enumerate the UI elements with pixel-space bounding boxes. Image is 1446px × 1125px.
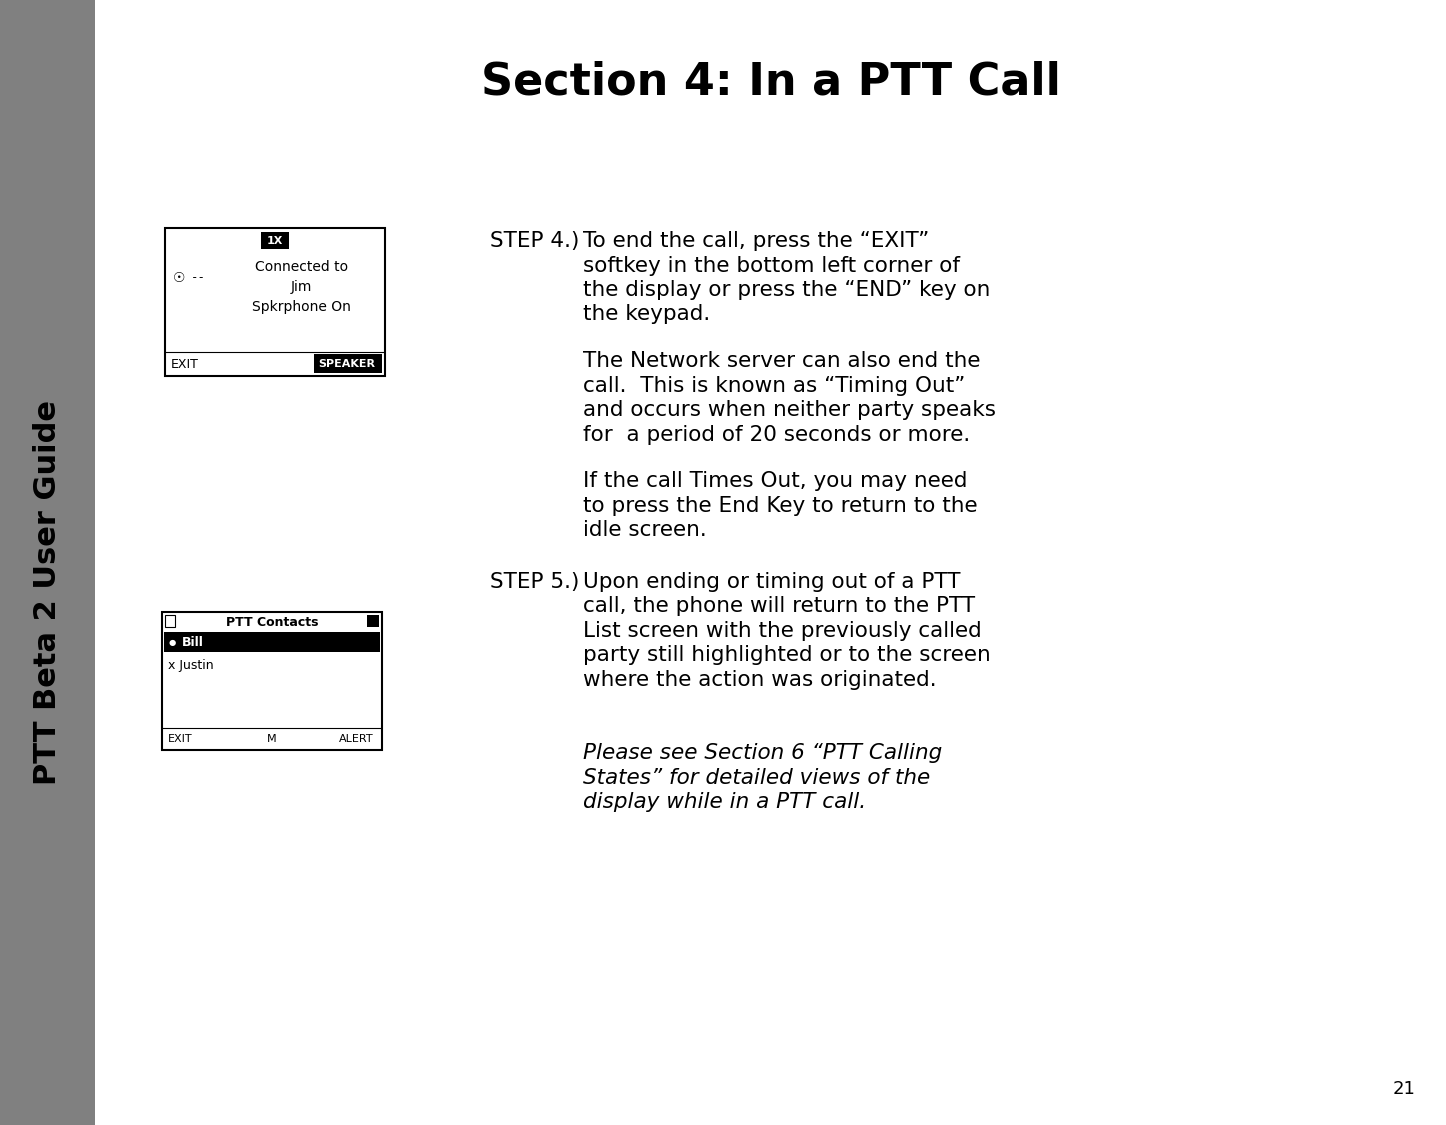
Text: PTT Beta 2 User Guide: PTT Beta 2 User Guide <box>33 400 62 785</box>
Text: ALERT: ALERT <box>340 734 375 744</box>
Bar <box>314 354 382 374</box>
Text: x Justin: x Justin <box>168 658 214 672</box>
Bar <box>367 615 379 627</box>
Text: for  a period of 20 seconds or more.: for a period of 20 seconds or more. <box>583 424 970 444</box>
Text: Bill: Bill <box>182 636 204 648</box>
Text: STEP 4.): STEP 4.) <box>490 231 580 251</box>
Text: call, the phone will return to the PTT: call, the phone will return to the PTT <box>583 596 975 616</box>
Bar <box>0 0 95 1125</box>
Text: and occurs when neither party speaks: and occurs when neither party speaks <box>583 400 996 420</box>
Text: EXIT: EXIT <box>171 358 200 370</box>
Text: SPEAKER: SPEAKER <box>318 359 376 369</box>
Text: party still highlighted or to the screen: party still highlighted or to the screen <box>583 645 991 665</box>
Text: Section 4: In a PTT Call: Section 4: In a PTT Call <box>480 61 1060 104</box>
Text: Please see Section 6 “PTT Calling: Please see Section 6 “PTT Calling <box>583 742 943 763</box>
Text: the keypad.: the keypad. <box>583 305 710 324</box>
Bar <box>260 232 289 249</box>
Bar <box>162 612 382 750</box>
Text: --: -- <box>191 271 205 285</box>
Bar <box>163 632 380 652</box>
Bar <box>165 615 175 627</box>
Bar <box>165 228 385 376</box>
Text: If the call Times Out, you may need: If the call Times Out, you may need <box>583 471 967 492</box>
Text: To end the call, press the “EXIT”: To end the call, press the “EXIT” <box>583 231 930 251</box>
Text: where the action was originated.: where the action was originated. <box>583 669 937 690</box>
Text: List screen with the previously called: List screen with the previously called <box>583 621 982 640</box>
Text: ●: ● <box>168 638 175 647</box>
Text: call.  This is known as “Timing Out”: call. This is known as “Timing Out” <box>583 376 966 396</box>
Text: Connected to: Connected to <box>254 260 348 274</box>
Text: Spkrphone On: Spkrphone On <box>252 300 351 314</box>
Text: The Network server can also end the: The Network server can also end the <box>583 351 980 371</box>
Text: States” for detailed views of the: States” for detailed views of the <box>583 767 930 788</box>
Text: idle screen.: idle screen. <box>583 520 707 540</box>
Text: to press the End Key to return to the: to press the End Key to return to the <box>583 496 977 515</box>
Text: STEP 5.): STEP 5.) <box>490 572 580 592</box>
Text: 1X: 1X <box>268 235 283 245</box>
Text: display while in a PTT call.: display while in a PTT call. <box>583 792 866 812</box>
Text: softkey in the bottom left corner of: softkey in the bottom left corner of <box>583 255 960 276</box>
Text: Upon ending or timing out of a PTT: Upon ending or timing out of a PTT <box>583 572 960 592</box>
Text: ☉: ☉ <box>172 271 185 285</box>
Text: EXIT: EXIT <box>168 734 192 744</box>
Text: 21: 21 <box>1392 1080 1416 1098</box>
Text: the display or press the “END” key on: the display or press the “END” key on <box>583 280 991 300</box>
Text: M: M <box>268 734 276 744</box>
Text: PTT Contacts: PTT Contacts <box>226 616 318 630</box>
Text: Jim: Jim <box>291 280 312 294</box>
